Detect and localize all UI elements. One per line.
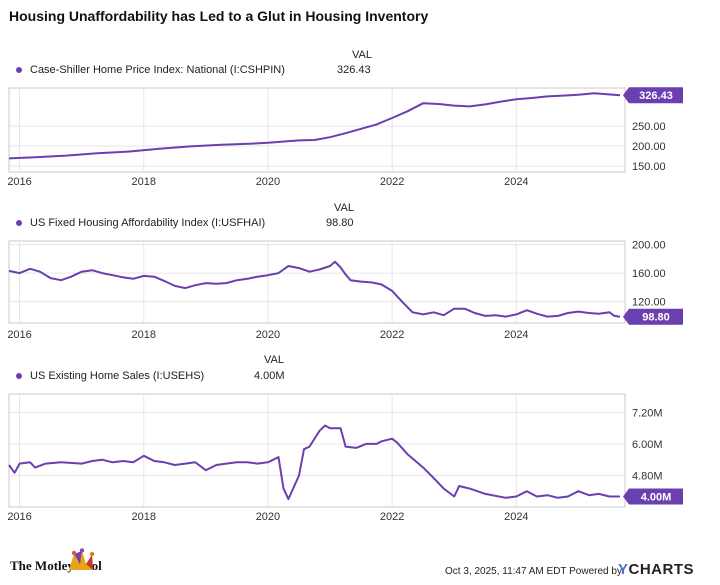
val-header-3: VAL — [264, 354, 284, 366]
ycharts-logo-text: CHARTS — [628, 561, 695, 578]
val-value-1: 326.43 — [337, 64, 371, 76]
legend-dot-icon — [16, 373, 22, 380]
ycharts-logo-y: Y — [618, 561, 629, 578]
chart-title: Housing Unaffordability has Led to a Glu… — [9, 8, 429, 24]
y-tick-label: 160.00 — [632, 268, 666, 280]
val-header-1: VAL — [352, 49, 372, 61]
x-tick-label: 2024 — [504, 176, 528, 188]
plot-frame — [8, 240, 626, 324]
y-tick-label: 150.00 — [632, 161, 666, 173]
last-value-label: 98.80 — [642, 312, 670, 324]
last-value-label: 326.43 — [639, 90, 673, 102]
y-tick-label: 200.00 — [632, 141, 666, 153]
val-value-3: 4.00M — [254, 370, 285, 382]
legend-label-2: US Fixed Housing Affordability Index (I:… — [30, 217, 266, 229]
legend-label-1: Case-Shiller Home Price Index: National … — [30, 64, 285, 76]
last-value-badge — [623, 488, 683, 505]
legend-1: Case-Shiller Home Price Index: National … — [16, 64, 285, 76]
plot-frame — [8, 87, 626, 173]
x-tick-label: 2020 — [256, 511, 280, 523]
y-tick-label: 4.80M — [632, 470, 663, 482]
x-tick-label: 2024 — [504, 329, 528, 341]
last-value-badge — [623, 87, 683, 104]
x-tick-label: 2022 — [380, 329, 404, 341]
footer-timestamp: Oct 3, 2025, 11:47 AM EDT Powered by — [445, 566, 622, 577]
x-tick-label: 2018 — [132, 176, 156, 188]
y-tick-label: 250.00 — [632, 121, 666, 133]
val-header-2: VAL — [334, 202, 354, 214]
plot-frame — [8, 393, 626, 508]
val-value-2: 98.80 — [326, 217, 354, 229]
last-value-badge — [623, 308, 683, 325]
series-line — [8, 92, 621, 160]
x-tick-label: 2016 — [7, 176, 31, 188]
series-line — [8, 424, 620, 501]
last-value-label: 4.00M — [641, 491, 672, 503]
legend-3: US Existing Home Sales (I:USEHS) — [16, 370, 204, 382]
legend-dot-icon — [16, 220, 22, 227]
series-line — [8, 260, 621, 318]
ycharts-logo: YCHARTS — [618, 561, 694, 578]
jester-hat-icon — [69, 548, 95, 570]
y-tick-label: 120.00 — [632, 297, 666, 309]
x-tick-label: 2016 — [7, 511, 31, 523]
x-tick-label: 2020 — [256, 176, 280, 188]
x-tick-label: 2022 — [380, 176, 404, 188]
x-tick-label: 2018 — [132, 329, 156, 341]
legend-2: US Fixed Housing Affordability Index (I:… — [16, 217, 265, 229]
legend-label-3: US Existing Home Sales (I:USEHS) — [30, 370, 205, 382]
x-tick-label: 2024 — [504, 511, 528, 523]
x-tick-label: 2022 — [380, 511, 404, 523]
x-tick-label: 2020 — [256, 329, 280, 341]
legend-dot-icon — [16, 67, 22, 74]
y-tick-label: 200.00 — [632, 240, 666, 252]
y-tick-label: 7.20M — [632, 407, 663, 419]
y-tick-label: 6.00M — [632, 439, 663, 451]
x-tick-label: 2016 — [7, 329, 31, 341]
x-tick-label: 2018 — [132, 511, 156, 523]
